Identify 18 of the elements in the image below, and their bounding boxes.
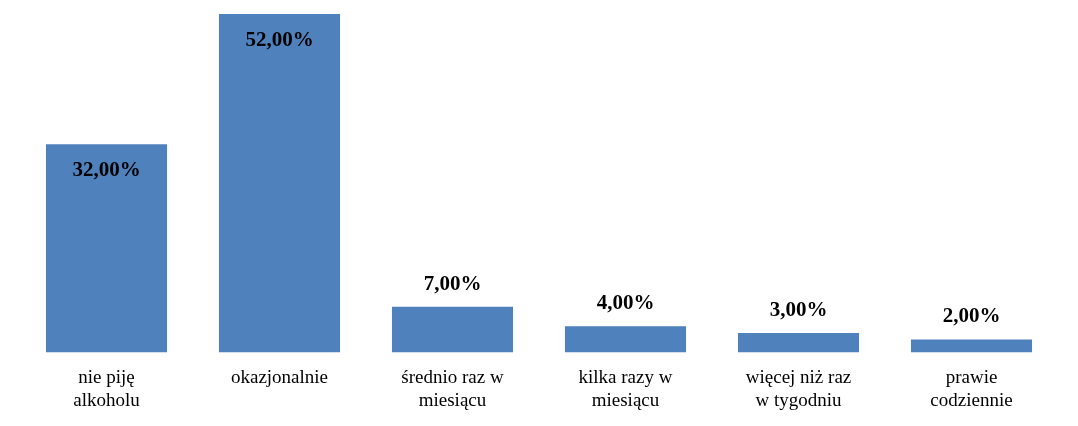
x-tick-label: nie piję alkoholu <box>73 365 141 410</box>
bar <box>564 326 687 353</box>
x-tick-label: okazjonalnie <box>230 365 329 387</box>
bar <box>737 332 860 353</box>
data-label: 7,00% <box>423 270 482 295</box>
data-label: 32,00% <box>72 157 141 182</box>
bar <box>45 144 168 353</box>
data-label: 52,00% <box>245 26 314 51</box>
bar <box>910 339 1033 353</box>
bar <box>391 306 514 353</box>
data-label: 3,00% <box>769 296 828 321</box>
data-label: 2,00% <box>942 303 1001 328</box>
bar <box>218 14 341 353</box>
x-tick-label: prawie codziennie <box>930 365 1013 410</box>
x-tick-label: więcej niż raz w tygodniu <box>745 365 852 410</box>
data-label: 4,00% <box>596 290 655 315</box>
x-tick-label: kilka razy w miesiącu <box>578 365 673 410</box>
x-tick-label: średnio raz w miesiącu <box>401 365 504 410</box>
